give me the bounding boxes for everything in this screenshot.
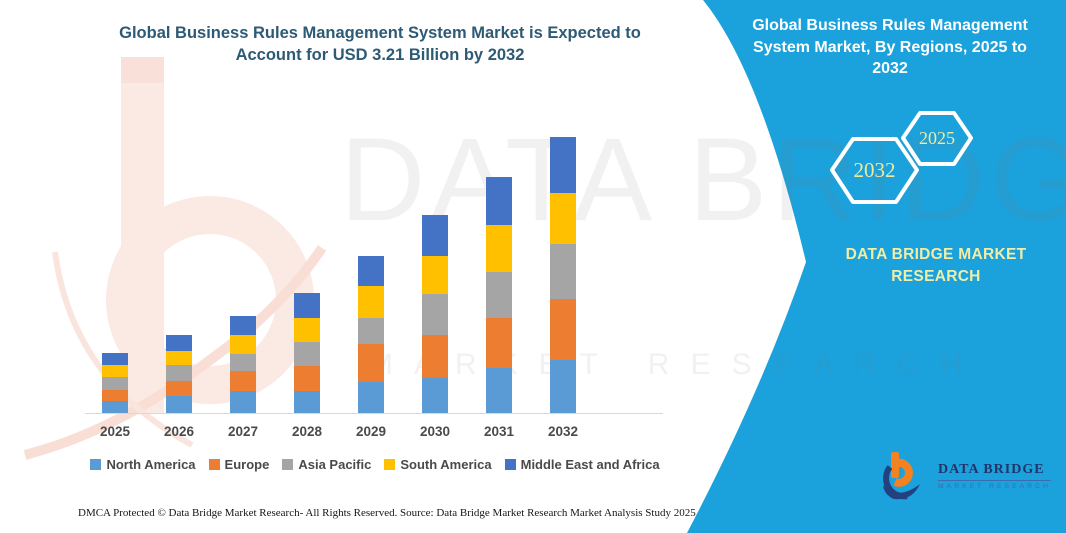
bar-segment-2032 (550, 244, 576, 300)
x-axis-label: 2025 (99, 424, 131, 439)
x-axis-label: 2026 (163, 424, 195, 439)
legend-item: Asia Pacific (282, 457, 371, 472)
source-notice: Source: Data Bridge Market Research Mark… (400, 507, 696, 519)
bar-segment-2030 (422, 334, 448, 378)
bar-segment-2030 (422, 294, 448, 335)
bar-segment-2028 (294, 293, 320, 319)
bar-segment-2026 (166, 351, 192, 365)
legend-label: South America (400, 457, 492, 472)
x-axis-label: 2028 (291, 424, 323, 439)
bar-segment-2027 (230, 315, 256, 335)
dmca-notice: DMCA Protected © Data Bridge Market Rese… (78, 507, 398, 519)
legend-item: South America (384, 457, 492, 472)
logo-subtitle: MARKET RESEARCH (938, 480, 1051, 490)
legend-label: North America (106, 457, 196, 472)
x-axis-line (85, 413, 663, 414)
bar-segment-2027 (230, 334, 256, 354)
bar-segment-2025 (102, 389, 128, 401)
bar-segment-2028 (294, 390, 320, 413)
bar-segment-2031 (486, 177, 512, 225)
bar-segment-2025 (102, 352, 128, 365)
chart-title: Global Business Rules Management System … (119, 24, 641, 65)
bar-segment-2029 (358, 255, 384, 286)
bar-segment-2032 (550, 359, 576, 413)
bar-segment-2029 (358, 382, 384, 413)
bar-segment-2031 (486, 224, 512, 272)
bar-segment-2027 (230, 353, 256, 371)
bar-segment-2028 (294, 318, 320, 343)
hexagon-year-2025: 2025 (919, 128, 955, 148)
bar-segment-2031 (486, 368, 512, 413)
bar-segment-2032 (550, 136, 576, 193)
bar-segment-2030 (422, 377, 448, 413)
legend-label: Middle East and Africa (520, 457, 660, 472)
logo-text-block: DATA BRIDGE MARKET RESEARCH (938, 462, 1051, 490)
bar-segment-2026 (166, 364, 192, 382)
legend-swatch (208, 459, 220, 470)
logo-name: DATA BRIDGE (938, 462, 1045, 477)
bar-segment-2026 (166, 381, 192, 396)
data-bridge-logo: DATA BRIDGE MARKET RESEARCH (882, 451, 1051, 501)
legend-item: North America (90, 457, 196, 472)
legend-item: Europe (208, 457, 270, 472)
legend-swatch (282, 459, 294, 470)
data-bridge-logo-icon (883, 452, 920, 500)
x-axis-label: 2032 (547, 424, 579, 439)
side-panel-title: Global Business Rules Management System … (752, 17, 1028, 78)
bar-segment-2032 (550, 192, 576, 245)
legend-item: Middle East and Africa (504, 457, 660, 472)
legend-swatch (90, 459, 102, 470)
bar-segment-2029 (358, 285, 384, 318)
bar-segment-2028 (294, 365, 320, 391)
x-axis-label: 2031 (483, 424, 515, 439)
bar-segment-2027 (230, 370, 256, 391)
bar-segment-2031 (486, 271, 512, 318)
chart-legend: North America Europe Asia Pacific South Ame… (85, 457, 665, 472)
bar-segment-2029 (358, 317, 384, 345)
bar-segment-2026 (166, 334, 192, 352)
bar-segment-2027 (230, 390, 256, 413)
bar-segment-2028 (294, 342, 320, 366)
x-axis-label: 2027 (227, 424, 259, 439)
bar-segment-2025 (102, 364, 128, 377)
bar-segment-2029 (358, 344, 384, 383)
brand-name-text: DATA BRIDGE MARKET RESEARCH (845, 246, 1027, 286)
bar-segment-2030 (422, 215, 448, 257)
legend-swatch (504, 459, 516, 470)
x-axis-label: 2030 (419, 424, 451, 439)
bar-segment-2026 (166, 395, 192, 413)
legend-label: Europe (224, 457, 270, 472)
legend-label: Asia Pacific (298, 457, 372, 472)
bar-segment-2030 (422, 256, 448, 295)
hexagon-year-2032: 2032 (853, 158, 896, 182)
bar-segment-2031 (486, 317, 512, 369)
bar-segment-2025 (102, 400, 128, 413)
legend-swatch (384, 459, 396, 470)
bar-segment-2032 (550, 299, 576, 360)
bar-segment-2025 (102, 376, 128, 390)
x-axis-label: 2029 (355, 424, 387, 439)
